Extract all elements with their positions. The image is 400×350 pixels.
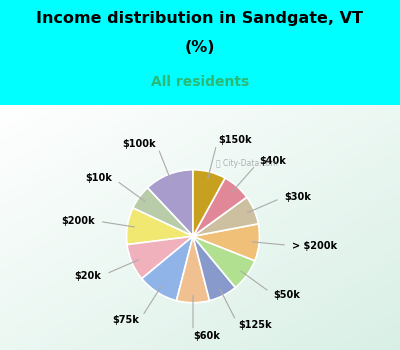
Text: (%): (%) <box>185 40 215 55</box>
Wedge shape <box>148 170 193 236</box>
Wedge shape <box>193 170 225 236</box>
Text: All residents: All residents <box>151 75 249 89</box>
Text: $50k: $50k <box>274 290 300 300</box>
Text: $125k: $125k <box>238 320 272 330</box>
Text: $60k: $60k <box>193 331 220 341</box>
Text: $100k: $100k <box>123 139 156 148</box>
Text: $10k: $10k <box>86 173 112 183</box>
Wedge shape <box>193 236 235 301</box>
Text: $20k: $20k <box>74 271 102 281</box>
Text: $75k: $75k <box>113 315 140 326</box>
Wedge shape <box>127 236 193 279</box>
Wedge shape <box>133 188 193 236</box>
Text: Income distribution in Sandgate, VT: Income distribution in Sandgate, VT <box>36 12 364 26</box>
Text: > $200k: > $200k <box>292 241 338 251</box>
Wedge shape <box>176 236 210 303</box>
Wedge shape <box>193 197 258 236</box>
Text: $30k: $30k <box>284 192 312 202</box>
Text: ⓘ City-Data.com: ⓘ City-Data.com <box>216 159 278 168</box>
Wedge shape <box>126 208 193 245</box>
Wedge shape <box>142 236 193 301</box>
Text: $150k: $150k <box>218 135 252 145</box>
Wedge shape <box>193 178 247 236</box>
Text: $200k: $200k <box>61 216 94 226</box>
Text: $40k: $40k <box>259 156 286 167</box>
Wedge shape <box>193 224 260 261</box>
Wedge shape <box>193 236 255 287</box>
